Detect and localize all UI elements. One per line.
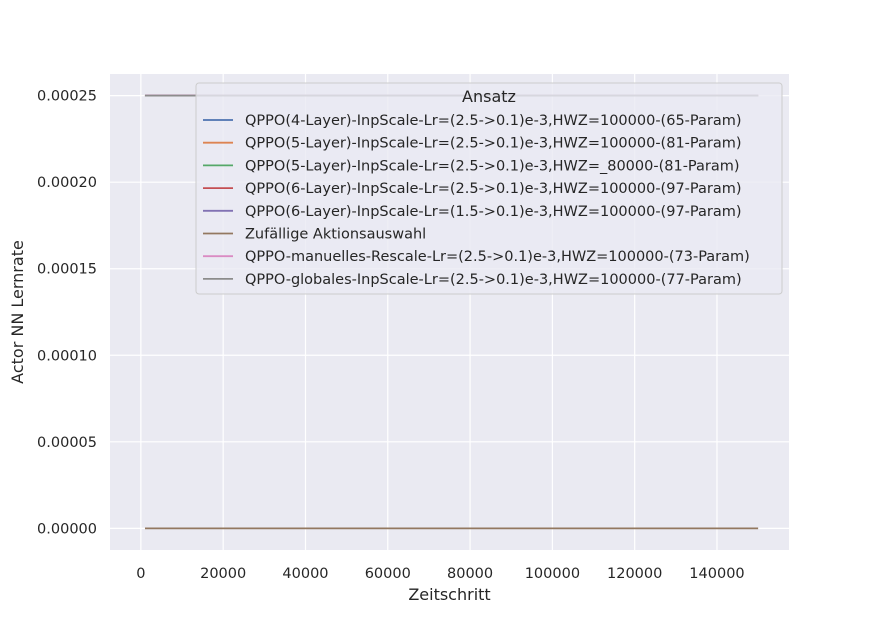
legend-label: QPPO(6-Layer)-InpScale-Lr=(2.5->0.1)e-3,… — [245, 181, 742, 197]
y-tick-label: 0.00020 — [37, 175, 97, 191]
y-tick-label: 0.00010 — [37, 348, 97, 364]
y-tick-label: 0.00005 — [37, 435, 97, 451]
legend-title: Ansatz — [462, 87, 516, 106]
y-tick-label: 0.00015 — [37, 262, 97, 278]
legend-label: Zufällige Aktionsauswahl — [245, 227, 426, 243]
x-axis-label: Zeitschritt — [408, 585, 490, 604]
y-axis-label: Actor NN Lernrate — [8, 240, 27, 384]
x-tick-label: 0 — [136, 566, 145, 582]
legend-label: QPPO(4-Layer)-InpScale-Lr=(2.5->0.1)e-3,… — [245, 113, 742, 129]
legend-label: QPPO(5-Layer)-InpScale-Lr=(2.5->0.1)e-3,… — [245, 158, 740, 174]
legend-label: QPPO(5-Layer)-InpScale-Lr=(2.5->0.1)e-3,… — [245, 136, 742, 152]
x-tick-label: 20000 — [200, 566, 246, 582]
x-tick-label: 40000 — [282, 566, 328, 582]
y-tick-labels: 0.00000 0.00005 0.00010 0.00015 0.00020 0.000… — [37, 89, 97, 538]
legend-label: QPPO-globales-InpScale-Lr=(2.5->0.1)e-3,… — [245, 272, 742, 288]
x-tick-label: 140000 — [689, 566, 744, 582]
x-tick-labels: 0 20000 40000 60000 80000 100000 120000 140000 — [136, 566, 744, 582]
x-tick-label: 100000 — [525, 566, 580, 582]
legend: Ansatz QPPO(4-Layer)-InpScale-Lr=(2.5->0… — [195, 82, 783, 295]
legend-label: QPPO(6-Layer)-InpScale-Lr=(1.5->0.1)e-3,… — [245, 204, 742, 220]
x-tick-label: 80000 — [447, 566, 493, 582]
legend-entries: QPPO(4-Layer)-InpScale-Lr=(2.5->0.1)e-3,… — [203, 113, 750, 288]
x-tick-label: 120000 — [607, 566, 662, 582]
legend-box — [195, 82, 783, 295]
x-tick-label: 60000 — [365, 566, 411, 582]
y-tick-label: 0.00000 — [37, 521, 97, 537]
legend-label: QPPO-manuelles-Rescale-Lr=(2.5->0.1)e-3,… — [245, 249, 750, 265]
y-tick-label: 0.00025 — [37, 89, 97, 105]
